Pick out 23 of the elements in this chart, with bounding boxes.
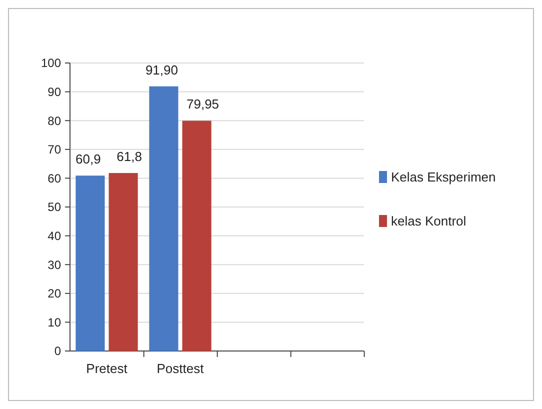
y-tick-label: 50 <box>48 200 62 214</box>
bar <box>149 86 178 351</box>
y-tick-label: 60 <box>48 171 62 186</box>
legend-label: Kelas Eksperimen <box>391 170 496 185</box>
bar <box>182 120 212 351</box>
x-tick-label: Posttest <box>156 361 204 376</box>
y-tick-label: 100 <box>40 56 62 70</box>
bar <box>76 176 105 351</box>
data-label: 60,9 <box>76 152 101 167</box>
y-tick-label: 30 <box>48 258 62 272</box>
data-label: 91,90 <box>145 62 178 78</box>
data-label: 79,95 <box>186 96 220 112</box>
y-tick-label: 40 <box>48 229 62 243</box>
y-tick-label: 10 <box>48 315 62 330</box>
y-tick-label: 70 <box>48 142 62 157</box>
legend-label: kelas Kontrol <box>391 214 466 229</box>
y-tick-label: 80 <box>48 114 62 128</box>
x-tick-label: Pretest <box>86 361 128 376</box>
bar <box>108 173 138 351</box>
data-label: 61,8 <box>116 149 142 164</box>
y-tick-label: 90 <box>48 85 62 99</box>
y-tick-label: 0 <box>54 344 62 358</box>
y-tick-label: 20 <box>48 286 62 301</box>
